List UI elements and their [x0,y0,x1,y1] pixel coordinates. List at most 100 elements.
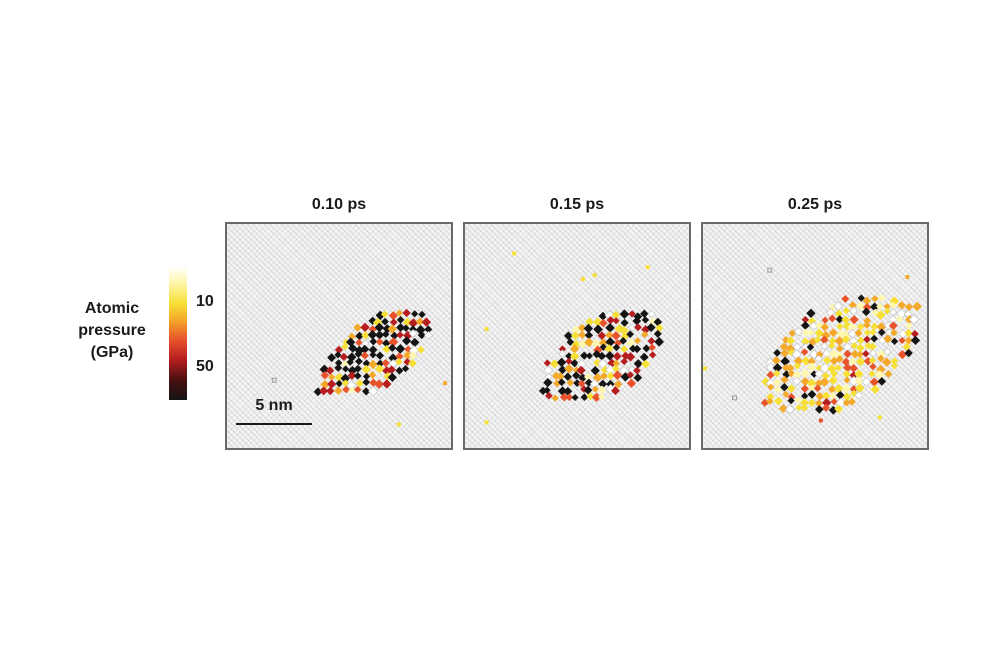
atom-marker [869,377,879,387]
atom-marker [904,348,913,358]
atom-marker [863,335,871,344]
atom-marker [403,350,413,360]
atom-marker [850,349,860,359]
atom-marker [780,348,790,358]
atom-marker [325,386,335,396]
atom-marker [793,327,804,337]
atom-marker [883,307,891,315]
atom-marker [626,330,634,339]
atom-marker [809,349,819,360]
atom-marker [642,344,651,353]
atom-marker [396,316,405,324]
atom-marker [421,317,432,327]
atom-marker [788,329,797,337]
atom-marker [793,356,803,366]
atom-marker [801,356,811,366]
colorbar-tick-50: 50 [196,358,214,375]
atom-marker [424,325,433,334]
atom-marker [654,337,664,347]
atom-marker [387,324,397,334]
atom-marker [806,308,816,318]
atom-marker [598,379,608,389]
atom-marker [870,384,880,395]
atom-marker [408,358,417,368]
atom-marker [374,364,385,374]
atom-marker [842,369,851,379]
atom-marker [648,343,656,352]
atom-marker [842,342,853,352]
atom-marker [626,378,637,388]
atom-marker [401,365,410,373]
atom-marker [890,362,898,370]
simulation-panel-2 [463,222,691,450]
stray-atom-marker [271,377,277,383]
atom-marker [355,338,363,347]
atom-marker [848,357,857,366]
atom-marker [591,338,601,349]
atom-marker [361,331,370,340]
atom-marker [424,330,433,340]
atom-marker [773,396,783,406]
atom-marker [822,349,832,359]
atom-marker [633,366,641,375]
atom-marker [417,331,426,340]
atom-marker [565,352,573,360]
atom-marker [828,328,838,338]
atom-marker [890,328,898,337]
atom-marker [647,309,656,319]
atom-marker [410,337,420,347]
atom-marker [382,344,391,354]
atom-marker [612,364,620,373]
atom-marker [910,335,921,346]
atom-marker [381,317,389,326]
atom-marker [411,310,419,318]
atom-marker [869,328,877,336]
panel-title-2: 0.15 ps [549,196,605,213]
atom-marker [369,337,378,346]
atom-marker [898,329,908,339]
atom-marker [583,385,593,395]
atom-marker [353,323,362,332]
atom-marker [856,322,865,331]
atom-marker [368,359,378,370]
atom-marker [905,322,913,330]
atom-marker [856,356,866,367]
atom-marker [573,379,582,388]
atom-marker [633,373,643,383]
atom-marker [822,356,832,365]
atom-marker [361,339,370,348]
stray-atom-marker [645,265,650,270]
atom-marker [620,357,628,366]
atom-marker [833,301,843,311]
panel-title-3: 0.25 ps [787,196,843,213]
atom-marker [375,351,385,360]
atom-marker [578,330,587,340]
atom-marker [883,303,891,311]
atom-marker [847,328,858,339]
colorbar-title: Atomic pressure (GPa) [62,298,162,364]
atom-marker [619,309,630,319]
atom-marker [580,393,589,402]
atom-marker [327,379,337,389]
atom-marker [772,378,782,387]
atom-marker [834,309,843,318]
stray-atom-marker [396,422,401,427]
atom-marker [375,338,384,346]
atom-marker [368,345,378,355]
atom-marker [620,345,629,353]
atom-marker [834,336,845,346]
atom-marker [884,370,893,378]
atom-marker [813,336,822,344]
atom-marker [570,344,580,354]
atom-marker [876,322,887,332]
atom-marker [830,398,838,406]
atom-marker [908,314,920,325]
atom-marker [773,348,782,357]
colorbar-title-line: Atomic [84,300,140,317]
atom-marker [856,343,865,353]
atom-marker [545,391,553,400]
atom-marker [395,344,406,354]
atom-marker [773,369,781,378]
atom-marker [793,362,802,370]
scale-bar-label: 5 nm [255,397,293,414]
